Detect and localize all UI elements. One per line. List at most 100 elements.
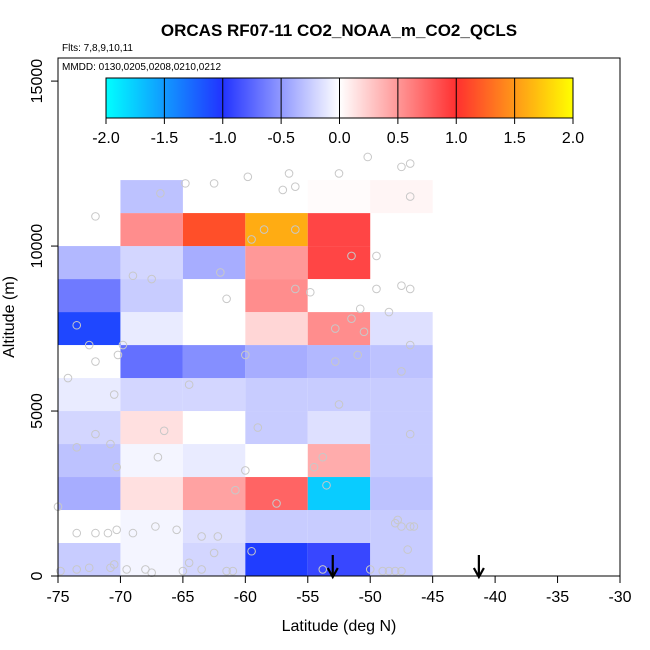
data-point (318, 565, 328, 574)
data-point (159, 426, 169, 436)
x-tick-label: -55 (296, 589, 319, 606)
heatmap-cell (120, 180, 183, 214)
data-point (91, 357, 100, 366)
heatmap-cell (245, 213, 308, 247)
data-point (56, 566, 65, 576)
data-point (243, 172, 253, 182)
data-point (378, 566, 388, 576)
data-point (178, 566, 188, 576)
data-point (397, 162, 406, 172)
data-point (353, 350, 363, 360)
data-point (272, 499, 281, 508)
data-point (290, 225, 300, 234)
heatmap-cell (245, 246, 308, 280)
colorbar-tick-label: -0.5 (267, 130, 295, 147)
heatmap-cell (120, 444, 183, 478)
x-tick-label: -70 (109, 589, 132, 606)
data-point (113, 350, 123, 360)
data-point (118, 340, 128, 350)
heatmap-cell (370, 345, 433, 379)
data-point (147, 274, 156, 284)
data-point (112, 525, 121, 535)
data-point (247, 235, 256, 244)
data-point (359, 327, 369, 337)
data-point (355, 304, 365, 314)
data-point (397, 367, 406, 376)
data-point (347, 314, 356, 323)
data-point (91, 528, 100, 538)
chart-title: ORCAS RF07-11 CO2_NOAA_m_CO2_QCLS (161, 21, 517, 40)
arrow-head (326, 567, 339, 580)
heatmap-cell (58, 246, 121, 280)
heatmap-cell (245, 477, 308, 511)
data-point (384, 307, 394, 317)
x-tick-label: -45 (421, 589, 444, 606)
heatmap-cell (58, 279, 121, 313)
heatmap-cell (120, 246, 183, 280)
data-point (228, 566, 238, 576)
data-point (72, 320, 82, 330)
heatmap-cell (307, 444, 371, 478)
flights-subtitle: Flts: 7,8,9,10,11 (62, 43, 133, 54)
data-point (156, 188, 165, 198)
data-point (309, 462, 319, 472)
data-point (241, 466, 250, 475)
data-point (91, 429, 100, 439)
heatmap-cell (245, 378, 308, 412)
heatmap-cell (245, 312, 308, 346)
heatmap-cell (58, 411, 121, 445)
heatmap-cell (58, 378, 121, 412)
data-point (403, 545, 412, 554)
heatmap-cell (370, 444, 433, 478)
y-axis: 0 5000 10000 15000 (29, 59, 58, 580)
heatmap-cell (307, 279, 371, 313)
data-point (318, 452, 328, 462)
colorbar-tick-label: 0.5 (387, 130, 409, 147)
data-point (409, 522, 419, 531)
heatmap-cell (245, 444, 308, 478)
colorbar-tick-label: 1.0 (445, 130, 467, 147)
data-point (330, 324, 340, 333)
heatmap-cell (245, 510, 308, 544)
heatmap-cell (182, 312, 246, 346)
data-point (209, 548, 219, 558)
data-point (72, 565, 82, 574)
data-point (305, 287, 315, 297)
data-point (181, 179, 190, 188)
y-axis-label: Altitude (m) (1, 276, 18, 358)
heatmap-cell (120, 543, 183, 576)
heatmap-cell (245, 411, 308, 445)
heatmap-cell (307, 543, 371, 576)
heatmap-cell (307, 378, 371, 412)
heatmap-cell (307, 477, 371, 511)
data-point (184, 380, 194, 389)
data-point (405, 284, 415, 294)
data-point (222, 566, 231, 576)
colorbar-ticks: -2.0 -1.5 -1.0 -0.5 0.0 0.5 1.0 1.5 2.0 (92, 78, 584, 147)
data-point (247, 546, 256, 556)
data-point (253, 423, 263, 432)
heatmap-cell (120, 411, 183, 445)
data-point (363, 152, 373, 162)
heatmap-cell (370, 510, 433, 544)
data-point (112, 462, 121, 472)
heatmap-cell (245, 345, 308, 379)
data-point (372, 251, 381, 261)
heatmap-cell (182, 378, 246, 412)
data-point (334, 169, 344, 178)
data-point (106, 439, 115, 449)
data-point (330, 357, 340, 366)
data-point (290, 284, 300, 294)
heatmap-cell (370, 411, 433, 445)
heatmap-cell (58, 543, 121, 576)
heatmap-cell (370, 180, 433, 214)
heatmap-cell (120, 378, 183, 412)
latitude-arrows (326, 555, 485, 580)
data-point (334, 400, 344, 409)
data-point (397, 281, 406, 290)
heatmap-cell (120, 312, 183, 346)
y-tick-label: 10000 (29, 224, 46, 269)
heatmap-cell (370, 312, 433, 346)
y-tick-label: 5000 (29, 393, 46, 429)
heatmap-cell (58, 345, 121, 379)
